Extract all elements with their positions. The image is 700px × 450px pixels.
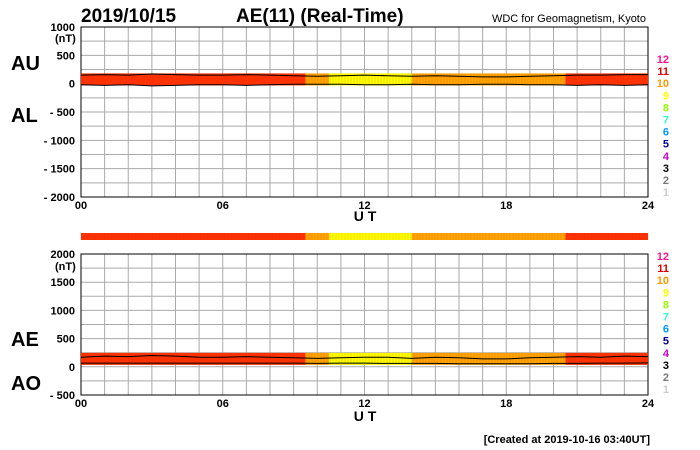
x-tick-label: 06: [217, 200, 229, 212]
x-tick-label: 00: [75, 398, 87, 410]
x-tick-label: 24: [642, 200, 655, 212]
y-tick-label: 1000: [51, 305, 75, 317]
legend-level-label: 12: [657, 54, 669, 66]
legend-level-label: 5: [663, 336, 669, 348]
x-tick-label: 06: [217, 398, 229, 410]
y-tick-label: 0: [69, 79, 75, 91]
legend-level-label: 11: [657, 263, 669, 275]
au-al-unit-label: (nT): [55, 33, 76, 45]
y-tick-label: - 500: [50, 107, 75, 119]
legend-level-label: 8: [663, 299, 669, 311]
au-al-x-tick-labels: 00 06 12 18 24: [75, 200, 655, 212]
created-timestamp: [Created at 2019-10-16 03:40UT]: [484, 434, 651, 446]
x-tick-label: 18: [500, 200, 512, 212]
legend-level-label: 10: [657, 78, 669, 90]
legend-level-label: 1: [663, 187, 669, 199]
strip-segment: [411, 233, 566, 240]
legend-level-label: 9: [663, 287, 669, 299]
y-tick-label: 1000: [51, 22, 75, 34]
legend-level-label: 5: [663, 139, 669, 151]
legend-level-label: 7: [663, 115, 669, 127]
y-tick-label: - 1000: [44, 135, 75, 147]
legend-level-label: 12: [657, 251, 669, 263]
legend-level-label: 4: [663, 348, 670, 360]
legend-level-label: 9: [663, 90, 669, 102]
strip-segment: [81, 233, 306, 240]
legend-level-label: 2: [663, 175, 669, 187]
strip-segment: [305, 233, 330, 240]
legend-level-label: 8: [663, 102, 669, 114]
series-line-au: [80, 73, 648, 78]
au-al-y-tick-labels: 1000 500 0 - 500 - 1000 - 1500 - 2000: [44, 22, 75, 204]
level-band-segment: [81, 73, 306, 86]
ae-ao-lines: [80, 355, 649, 365]
ae-series-label: AE: [11, 329, 39, 351]
plot-frame: [80, 26, 649, 198]
plot-frame: [80, 253, 649, 396]
legend-level-label: 10: [657, 275, 669, 287]
date-label: 2019/10/15: [81, 6, 177, 27]
y-tick-label: 500: [57, 334, 75, 346]
level-band-segment: [565, 73, 648, 86]
strip-segment: [329, 233, 412, 240]
x-tick-label: 24: [642, 398, 655, 410]
ae-ao-unit-label: (nT): [55, 261, 76, 273]
legend-level-label: 3: [663, 163, 669, 175]
au-series-label: AU: [11, 53, 40, 75]
activity-level-strip: [80, 233, 649, 240]
y-tick-label: 2000: [51, 249, 75, 261]
y-tick-label: - 500: [50, 390, 75, 402]
chart-title: AE(11) (Real-Time): [236, 6, 404, 27]
au-al-lines: [80, 73, 649, 87]
legend-level-label: 7: [663, 312, 669, 324]
au-al-grid: [80, 26, 649, 198]
level-band-segment: [305, 352, 330, 365]
series-line-ao: [81, 362, 649, 365]
legend-level-label: 6: [663, 127, 669, 139]
strip-segment: [565, 233, 648, 240]
level-band-segment: [329, 73, 412, 86]
legend-level-label: 2: [663, 372, 669, 384]
y-tick-label: 500: [57, 50, 75, 62]
level-band-segment: [329, 352, 412, 365]
ao-series-label: AO: [11, 373, 41, 395]
ae-ao-x-tick-labels: 00 06 12 18 24: [75, 398, 655, 410]
legend-level-label: 4: [663, 151, 670, 163]
au-al-x-axis-label: U T: [354, 208, 377, 224]
legend-level-label: 3: [663, 360, 669, 372]
legend-level-label: 6: [663, 324, 669, 336]
legend-level-label: 1: [663, 384, 669, 396]
series-line-ae: [80, 355, 649, 360]
y-tick-label: - 2000: [44, 192, 75, 204]
ae-ao-x-axis-label: U T: [354, 408, 377, 424]
x-tick-label: 12: [358, 398, 370, 410]
x-tick-label: 00: [75, 200, 87, 212]
legend-level-label: 11: [657, 66, 669, 78]
y-tick-label: 1500: [51, 277, 75, 289]
y-tick-label: - 1500: [44, 164, 75, 176]
x-tick-label: 12: [358, 200, 370, 212]
ae-ao-grid: [80, 253, 649, 396]
ae-ao-y-tick-labels: 2000 1500 1000 500 0 - 500: [50, 249, 75, 402]
y-tick-label: 0: [69, 362, 75, 374]
x-tick-label: 18: [500, 398, 512, 410]
series-line-al: [80, 83, 649, 87]
al-series-label: AL: [11, 105, 38, 127]
source-label: WDC for Geomagnetism, Kyoto: [492, 13, 646, 25]
